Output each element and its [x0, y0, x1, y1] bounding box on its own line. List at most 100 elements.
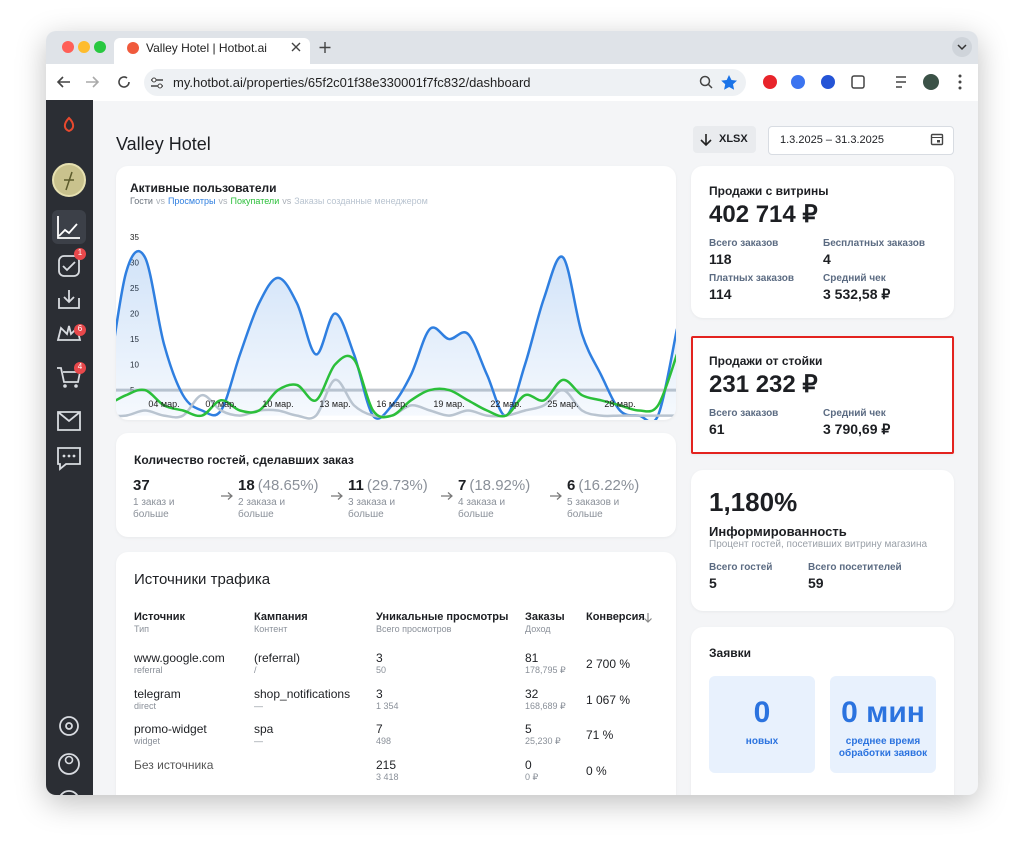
legend-separator: vs	[218, 196, 228, 206]
cell: telegram	[134, 686, 181, 701]
badge: 1	[77, 248, 83, 257]
site-info-icon[interactable]	[149, 76, 165, 90]
stat-value: 3 790,69 ₽	[823, 421, 891, 437]
legend-entry[interactable]: Просмотры	[167, 196, 216, 206]
card-total: 231 232 ₽	[709, 371, 818, 398]
arrow-icon	[221, 492, 233, 500]
cell-sub: 178,795 ₽	[525, 665, 566, 675]
funnel-step: 6 (16.22%)	[567, 477, 639, 494]
awareness-description: Процент гостей, посетивших витрину магаз…	[709, 539, 928, 550]
cell: shop_notifications	[254, 686, 351, 701]
cell: Без источника	[134, 757, 214, 772]
sort-icon[interactable]	[643, 612, 653, 624]
svg-text:?: ?	[65, 794, 72, 795]
browser-chrome-icons	[46, 37, 978, 101]
legend: Гости vs Просмотры vs Покупатели vs Заказы соз…	[130, 196, 428, 206]
legend-separator: vs	[155, 196, 165, 206]
export-label: XLSX	[719, 133, 748, 145]
awareness-title: Информированность	[709, 524, 847, 539]
cell: 0 %	[586, 763, 607, 778]
column-subtitle: Всего просмотров	[376, 624, 452, 634]
stat-value: 3 532,58 ₽	[823, 286, 891, 302]
legend-entry[interactable]: Гости	[130, 196, 153, 206]
column-title: Источник	[134, 611, 186, 623]
stat-value: 114	[709, 286, 732, 302]
column-title: Заказы	[525, 611, 565, 623]
awareness-value: 1,180%	[709, 487, 798, 517]
request-tile[interactable]: 0 новых	[709, 676, 815, 773]
cell-sub: 3 418	[376, 771, 399, 782]
column-subtitle: Тип	[134, 624, 150, 634]
cell-sub: 25,230 ₽	[525, 736, 561, 746]
card-title: Продажи от стойки	[709, 354, 823, 368]
funnel-card: Количество гостей, сделавших заказ 37 1 з…	[116, 433, 676, 537]
cell: 3	[376, 651, 383, 665]
tile-value: 0	[753, 696, 771, 729]
stat-label: Платных заказов	[709, 273, 794, 284]
column-subtitle: Доход	[525, 624, 551, 634]
column-title: Конверсия	[586, 611, 645, 623]
arrow-icon	[550, 492, 562, 500]
step-percent: (18.92%)	[469, 477, 531, 494]
stat-value: 4	[823, 251, 831, 267]
stat-value: 118	[709, 251, 732, 267]
cell-sub: —	[254, 700, 263, 711]
date-range: 1.3.2025 – 31.3.2025	[780, 134, 884, 146]
x-tick-label: 13 мар.	[319, 399, 350, 409]
column-title: Кампания	[254, 611, 308, 623]
cell: 71 %	[586, 728, 614, 742]
stat-label: Всего посетителей	[808, 562, 902, 573]
requests-card: Заявки 0 новых 0 мин среднее время обработк…	[691, 627, 954, 795]
cell-sub: —	[254, 736, 263, 746]
y-tick-label: 35	[130, 233, 139, 242]
badge: 6	[77, 324, 83, 333]
x-tick-label: 16 мар.	[376, 399, 407, 409]
cell: 7	[376, 722, 383, 736]
page-title: Valley Hotel	[116, 134, 211, 154]
browser-window: Valley Hotel | Hotbot.ai my.hotbot.ai/pr…	[46, 31, 978, 795]
tile-label: среднее время обработки заявок	[838, 736, 928, 759]
step-count: 37	[133, 477, 150, 494]
cell-sub: 50	[376, 665, 387, 675]
badge: 4	[77, 362, 83, 371]
export-button[interactable]	[693, 126, 756, 153]
cell: (referral)	[254, 651, 301, 665]
request-tile[interactable]: 0 мин среднее время обработки заявок	[830, 676, 936, 773]
step-label: 2 заказа и больше	[238, 497, 286, 520]
stat-value: 59	[808, 575, 824, 591]
step-percent: (16.22%)	[578, 477, 640, 494]
legend-entry[interactable]: Заказы созданные менеджером	[294, 196, 428, 206]
url[interactable]: my.hotbot.ai/properties/65f2c01f38e33000…	[173, 75, 531, 90]
traffic-title: Источники трафика	[134, 571, 271, 588]
card-total: 402 714 ₽	[709, 201, 818, 228]
stat-label: Средний чек	[823, 408, 886, 419]
date-picker[interactable]	[768, 126, 954, 155]
x-tick-label: 07 мар.	[205, 399, 236, 409]
stat-label: Всего заказов	[709, 238, 779, 249]
stat-value: 61	[709, 421, 725, 437]
column-title: Уникальные просмотры	[376, 611, 509, 623]
x-tick-label: 22 мар.	[490, 399, 521, 409]
cell: spa	[254, 722, 274, 736]
step-percent: (48.65%)	[257, 477, 319, 494]
x-tick-label: 19 мар.	[433, 399, 464, 409]
funnel-step: 18 (48.65%)	[238, 477, 319, 494]
step-count: 6	[567, 477, 576, 494]
funnel-step: 11 (29.73%)	[348, 477, 428, 494]
requests-title: Заявки	[709, 646, 751, 660]
cell-sub: 168,689 ₽	[525, 700, 566, 711]
legend-entry[interactable]: Покупатели	[230, 196, 280, 206]
step-label: 3 заказа и больше	[348, 497, 396, 520]
tile-label: новых	[745, 736, 779, 747]
tab-title[interactable]: Valley Hotel | Hotbot.ai	[146, 41, 267, 55]
arrow-icon	[441, 492, 453, 500]
step-count: 11	[348, 477, 364, 494]
download-icon	[700, 134, 712, 147]
cell: 2 700 %	[586, 657, 631, 671]
cell-sub: referral	[134, 665, 163, 675]
chart-card: Активные пользователи Гости vs Просмотры vs…	[116, 166, 676, 420]
stat-label: Средний чек	[823, 273, 886, 284]
stat-label: Всего гостей	[709, 562, 773, 573]
